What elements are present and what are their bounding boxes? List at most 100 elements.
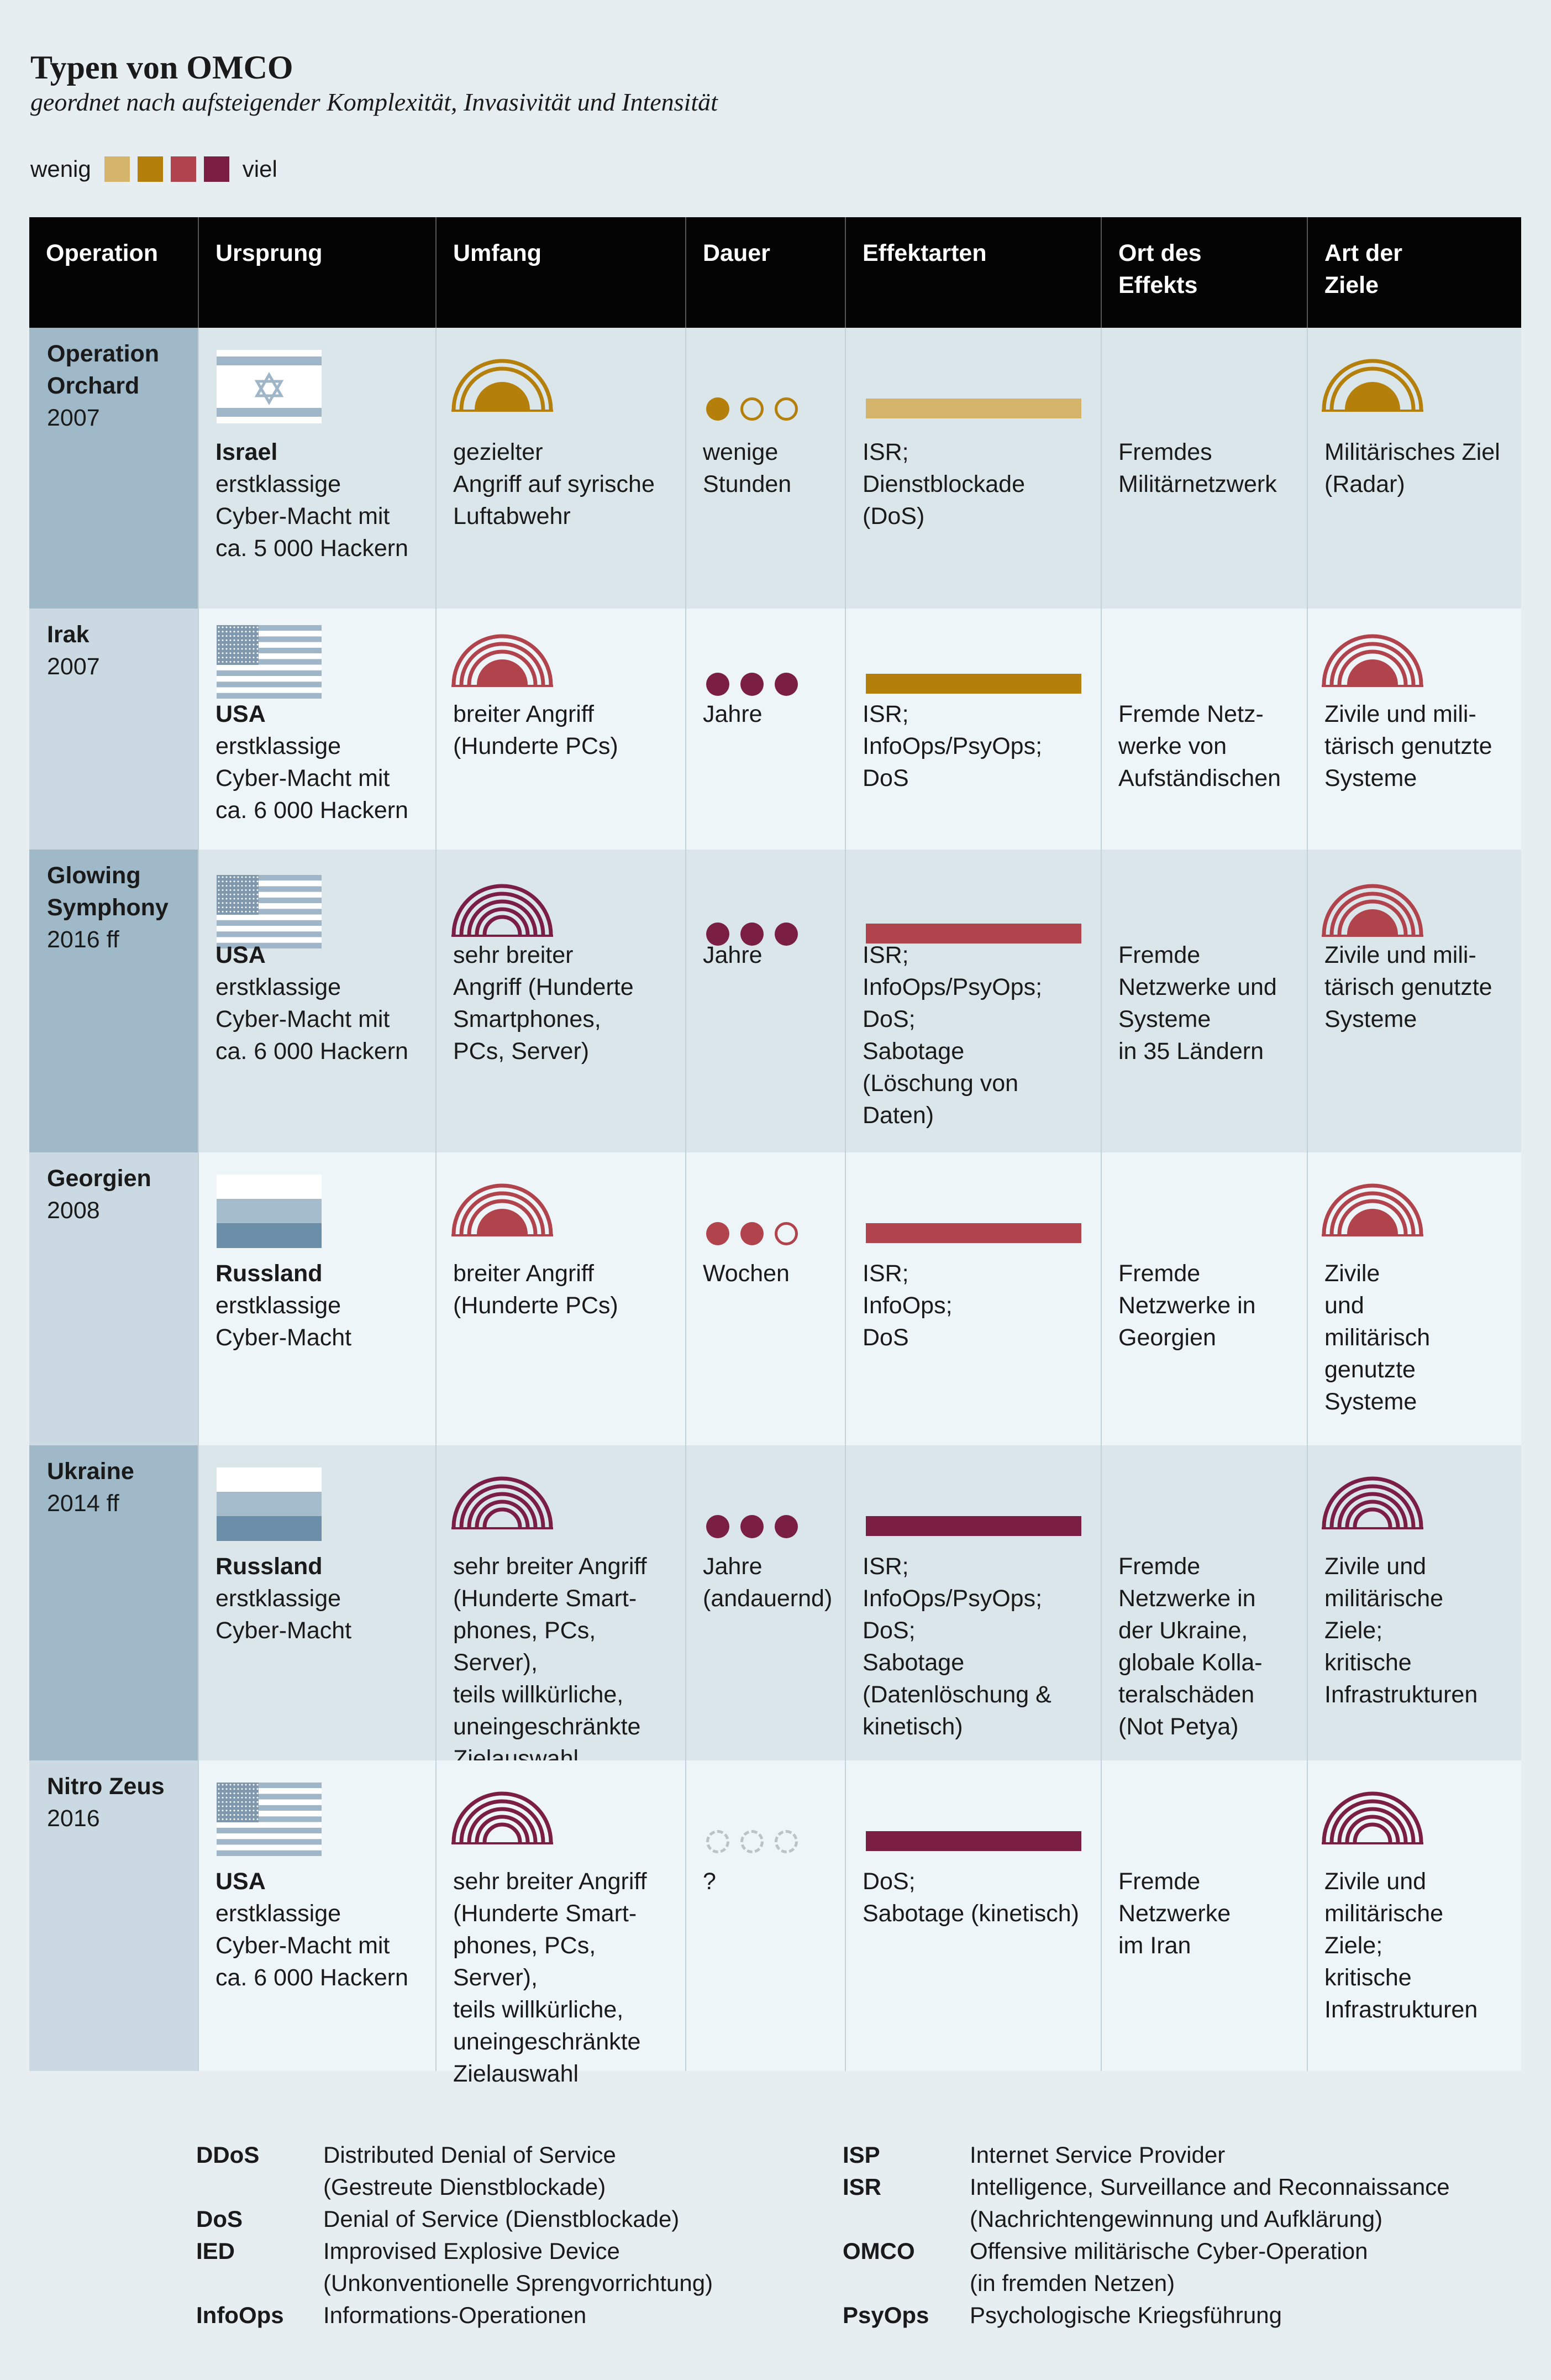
targets-level-icon [1322,359,1423,412]
cell-operation: Operation Orchard 2007 [29,328,199,609]
cell-duration: Wochen [686,1152,846,1445]
cell-operation: Ukraine 2014 ff [29,1445,199,1760]
cell-origin: Russland erstklassige Cyber-Macht [199,1445,437,1760]
origin-country: Russland [215,1553,323,1580]
scope-text: gezielter Angriff auf syrische Luftabweh… [453,439,655,530]
legend-definition: Intelligence, Surveillance and Reconnais… [970,2174,1450,2232]
cell-location: Fremde Netzwerke in Georgien [1102,1152,1308,1445]
legend-abbr: OMCO [843,2238,915,2264]
cell-scope: breiter Angriff (Hunderte PCs) [437,609,686,850]
targets: Zivile und militärisch genutzte Systeme [1324,1257,1516,1418]
location-text: Fremde Netzwerke in Georgien [1118,1260,1256,1351]
duration-text: Jahre (andauernd) [703,1553,833,1612]
legend-definition: Improvised Explosive Device (Unkonventio… [323,2238,713,2296]
operation-name: Ukraine [47,1458,134,1485]
scope-level-icon [451,884,553,937]
duration-dot-icon [740,673,764,696]
origin: USA erstklassige Cyber-Macht mit ca. 6 00… [215,1865,430,1994]
header-origin: Ursprung [199,217,437,328]
scope-text: sehr breiter Angriff (Hunderte Smartphon… [453,942,634,1065]
page-title: Typen von OMCO [30,49,293,86]
targets-level-icon [1322,1183,1423,1236]
targets-text: Zivile und militärische Ziele; kritische… [1324,1868,1478,2023]
effects-text: ISR; Dienstblockade (DoS) [863,439,1026,530]
operation-name: Irak [47,621,90,648]
scope: sehr breiter Angriff (Hunderte Smartphon… [453,939,680,1067]
cell-scope: sehr breiter Angriff (Hunderte Smart- ph… [437,1760,686,2087]
origin-country: USA [215,942,266,968]
origin-text: erstklassige Cyber-Macht mit ca. 6 000 H… [215,974,408,1065]
cell-origin: USA erstklassige Cyber-Macht mit ca. 6 00… [199,850,437,1152]
duration-dots [706,673,798,696]
scope-level-icon [451,359,553,412]
location-text: Fremdes Militärnetzwerk [1118,439,1277,497]
targets: Zivile und militärische Ziele; kritische… [1324,1550,1516,1711]
location-text: Fremde Netz- werke von Aufständischen [1118,701,1281,791]
cell-location: Fremde Netzwerke in der Ukraine, globale… [1102,1445,1308,1760]
operation-name: Georgien [47,1165,151,1192]
effects-text: ISR; InfoOps; DoS [863,1260,953,1351]
effects-text: DoS; Sabotage (kinetisch) [863,1868,1079,1927]
targets-text: Zivile und mili- tärisch genutzte System… [1324,701,1492,791]
cell-scope: sehr breiter Angriff (Hunderte Smartphon… [437,850,686,1152]
origin-country: USA [215,701,266,727]
duration-dot-icon [740,1515,764,1538]
targets-text: Zivile und militärisch genutzte Systeme [1324,1260,1431,1415]
flag-russia-icon [217,1175,322,1248]
duration-dot-icon [706,1515,729,1538]
scope-level-icon [451,1183,553,1236]
duration-dot-icon [706,1830,729,1853]
scale-low-label: wenig [30,156,91,182]
effects-bar [866,1831,1081,1851]
origin-text: erstklassige Cyber-Macht mit ca. 5 000 H… [215,471,408,562]
duration-dot-icon [775,673,798,696]
header-duration: Dauer [686,217,846,328]
duration: Jahre [703,939,839,971]
omco-table: Operation Ursprung Umfang Dauer Effektar… [29,217,1521,2087]
effects-bar [866,1223,1081,1243]
effects-text: ISR; InfoOps/PsyOps; DoS [863,701,1043,791]
origin-country: Russland [215,1260,323,1287]
scope: breiter Angriff (Hunderte PCs) [453,1257,680,1322]
effects-text: ISR; InfoOps/PsyOps; DoS; Sabotage (Date… [863,1553,1051,1740]
targets: Zivile und mili- tärisch genutzte System… [1324,939,1516,1035]
effects: ISR; InfoOps/PsyOps; DoS [863,698,1095,794]
cell-location: Fremde Netz- werke von Aufständischen [1102,609,1308,850]
table-row: Operation Orchard 2007 Israel erstklassige … [29,328,1521,609]
location-text: Fremde Netzwerke in der Ukraine, globale… [1118,1553,1263,1740]
table-body: Operation Orchard 2007 Israel erstklassige … [29,328,1521,2087]
duration: Jahre (andauernd) [703,1550,839,1614]
duration-dots [706,1515,798,1538]
duration-dot-icon [740,922,764,946]
cell-effects: ISR; InfoOps/PsyOps; DoS; Sabotage (Date… [846,1445,1102,1760]
cell-origin: Russland erstklassige Cyber-Macht [199,1152,437,1445]
cell-effects: ISR; InfoOps/PsyOps; DoS; Sabotage (Lösc… [846,850,1102,1152]
location: Fremde Netzwerke in Georgien [1118,1257,1301,1354]
targets: Zivile und mili- tärisch genutzte System… [1324,698,1516,794]
flag-usa-icon [217,875,322,948]
effects-bar [866,674,1081,694]
duration-dot-icon [775,397,798,421]
location: Fremde Netzwerke im Iran [1118,1865,1301,1962]
origin-country: Israel [215,439,278,465]
origin-text: erstklassige Cyber-Macht mit ca. 6 000 H… [215,1900,408,1991]
legend-right: ISP Internet Service Provider ISR Intellige… [843,2139,1450,2331]
legend-abbr: DoS [196,2206,243,2232]
origin: USA erstklassige Cyber-Macht mit ca. 6 00… [215,698,430,826]
origin: USA erstklassige Cyber-Macht mit ca. 6 00… [215,939,430,1067]
duration-dot-icon [775,1222,798,1245]
legend-abbr: ISP [843,2142,880,2168]
operation-year: 2016 ff [47,926,119,953]
scale-swatch-2 [137,156,163,182]
cell-effects: DoS; Sabotage (kinetisch) [846,1760,1102,2071]
targets-level-icon [1322,634,1423,687]
legend-item: DoS Denial of Service (Dienstblockade) [196,2203,713,2235]
header-operation: Operation [29,217,199,328]
location: Fremdes Militärnetzwerk [1118,436,1301,500]
effects: ISR; InfoOps/PsyOps; DoS; Sabotage (Lösc… [863,939,1095,1131]
cell-duration: Jahre [686,609,846,850]
duration-dot-icon [706,673,729,696]
origin-text: erstklassige Cyber-Macht [215,1292,352,1351]
duration-text: Jahre [703,942,763,968]
cell-targets: Zivile und militärisch genutzte Systeme [1308,1152,1521,1445]
